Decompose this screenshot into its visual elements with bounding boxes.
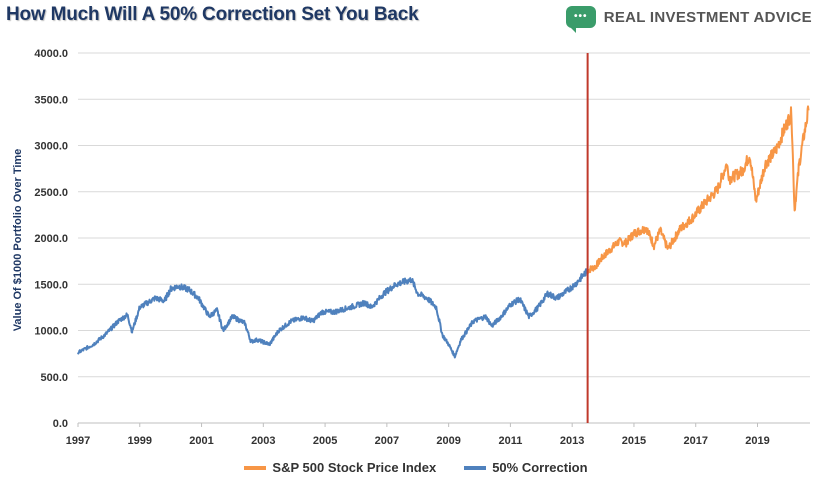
legend-item-correction: 50% Correction: [464, 460, 588, 475]
x-tick-label: 2005: [313, 435, 337, 447]
series-line-sp500: [586, 105, 810, 274]
legend-item-sp500: S&P 500 Stock Price Index: [244, 460, 436, 475]
y-tick-label: 4000.0: [34, 48, 68, 60]
series-lines: [77, 105, 810, 359]
y-tick-label: 2000.0: [34, 233, 68, 245]
y-tick-label: 3000.0: [34, 141, 68, 153]
chat-bubble-icon: •••: [565, 6, 596, 33]
chart-title: How Much Will A 50% Correction Set You B…: [6, 4, 419, 25]
y-tick-label: 1000.0: [34, 326, 68, 338]
x-tick-label: 1997: [66, 435, 90, 447]
x-tick-label: 2013: [560, 435, 584, 447]
y-tick-label: 1500.0: [34, 279, 68, 291]
brand-logo: ••• REAL INVESTMENT ADVICE: [565, 6, 812, 33]
gridlines: [78, 52, 810, 424]
series-line-correction: [77, 268, 589, 359]
legend-label-sp500: S&P 500 Stock Price Index: [272, 460, 437, 475]
legend-swatch-correction: [464, 465, 487, 470]
x-tick-label: 2001: [189, 435, 213, 447]
x-tick-label: 1999: [128, 435, 152, 447]
brand-badge-dots: •••: [573, 11, 588, 22]
y-tick-label: 2500.0: [34, 187, 68, 199]
y-tick-label: 3500.0: [34, 94, 68, 106]
y-tick-label: 0.0: [53, 418, 68, 430]
x-axis-ticks: 1997 1999 2001 2003 2005 2007 2009 2011 2013 2015…: [66, 423, 770, 447]
legend-label-correction: 50% Correction: [492, 460, 588, 475]
y-tick-label: 500.0: [40, 372, 68, 384]
x-tick-label: 2007: [375, 435, 399, 447]
y-axis-label: Value Of $1000 Portfolio Over Time: [12, 149, 24, 332]
x-tick-label: 2011: [498, 435, 522, 447]
x-tick-label: 2015: [622, 435, 646, 447]
legend: S&P 500 Stock Price Index 50% Correction: [0, 460, 832, 475]
x-tick-label: 2017: [683, 435, 707, 447]
brand-name: REAL INVESTMENT ADVICE: [603, 8, 812, 26]
x-tick-label: 2003: [251, 435, 275, 447]
y-axis-ticks: 0.0 500.0 1000.0 1500.0 2000.0 2500.0 3000.0 35…: [34, 48, 68, 430]
legend-swatch-sp500: [244, 465, 267, 470]
x-tick-label: 2009: [436, 435, 460, 447]
x-tick-label: 2019: [745, 435, 769, 447]
